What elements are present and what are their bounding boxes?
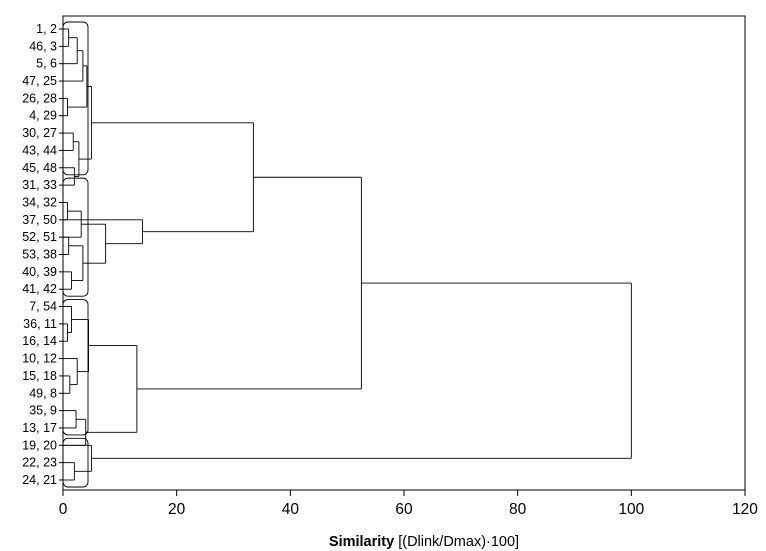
leaf-label: 52, 51 (22, 230, 57, 244)
leaf-label: 49, 8 (29, 386, 57, 400)
leaf-label: 10, 12 (22, 352, 57, 366)
leaf-label: 34, 32 (22, 195, 57, 209)
leaf-label: 5, 6 (36, 57, 57, 71)
leaf-label: 36, 11 (23, 317, 57, 331)
dendrogram-links (63, 28, 632, 481)
leaf-label: 13, 17 (22, 421, 57, 435)
x-axis-title-rest: [(Dlink/Dmax)·100] (394, 534, 519, 550)
leaf-label: 4, 29 (29, 109, 57, 123)
x-tick-label: 120 (732, 501, 758, 518)
leaf-label: 40, 39 (22, 265, 57, 279)
leaf-label: 1, 2 (36, 22, 57, 36)
leaf-label: 31, 33 (22, 178, 57, 192)
leaf-label: 26, 28 (22, 91, 57, 105)
x-tick-label: 0 (59, 501, 68, 518)
leaf-label: 53, 38 (22, 248, 57, 262)
leaf-label: 22, 23 (22, 456, 57, 470)
leaf-label: 45, 48 (22, 161, 57, 175)
x-axis-ticks: 0 20 40 60 80 100 120 (59, 490, 758, 518)
plot-frame (62, 15, 746, 491)
leaf-label: 24, 21 (22, 473, 57, 487)
x-tick-label: 40 (282, 501, 300, 518)
leaf-label: 7, 54 (29, 300, 57, 314)
x-tick-label: 20 (168, 501, 186, 518)
leaf-label: 43, 44 (22, 143, 57, 157)
leaf-label: 37, 50 (22, 213, 57, 227)
x-tick-label: 100 (618, 501, 644, 518)
leaf-label: 15, 18 (22, 369, 57, 383)
x-axis-title-bold: Similarity (329, 534, 394, 550)
x-tick-label: 60 (395, 501, 413, 518)
y-axis-leaf-labels: 1, 2 46, 3 5, 6 47, 25 26, 28 4, 29 30, 27 43, … (22, 22, 63, 487)
leaf-label: 30, 27 (22, 126, 57, 140)
leaf-label: 16, 14 (22, 334, 57, 348)
leaf-label: 41, 42 (22, 282, 57, 296)
leaf-label: 46, 3 (29, 39, 57, 53)
leaf-label: 19, 20 (22, 438, 57, 452)
x-axis-title: Similarity [(Dlink/Dmax)·100] (329, 534, 519, 550)
leaf-label: 47, 25 (22, 74, 57, 88)
x-tick-label: 80 (509, 501, 527, 518)
leaf-label: 35, 9 (29, 404, 57, 418)
